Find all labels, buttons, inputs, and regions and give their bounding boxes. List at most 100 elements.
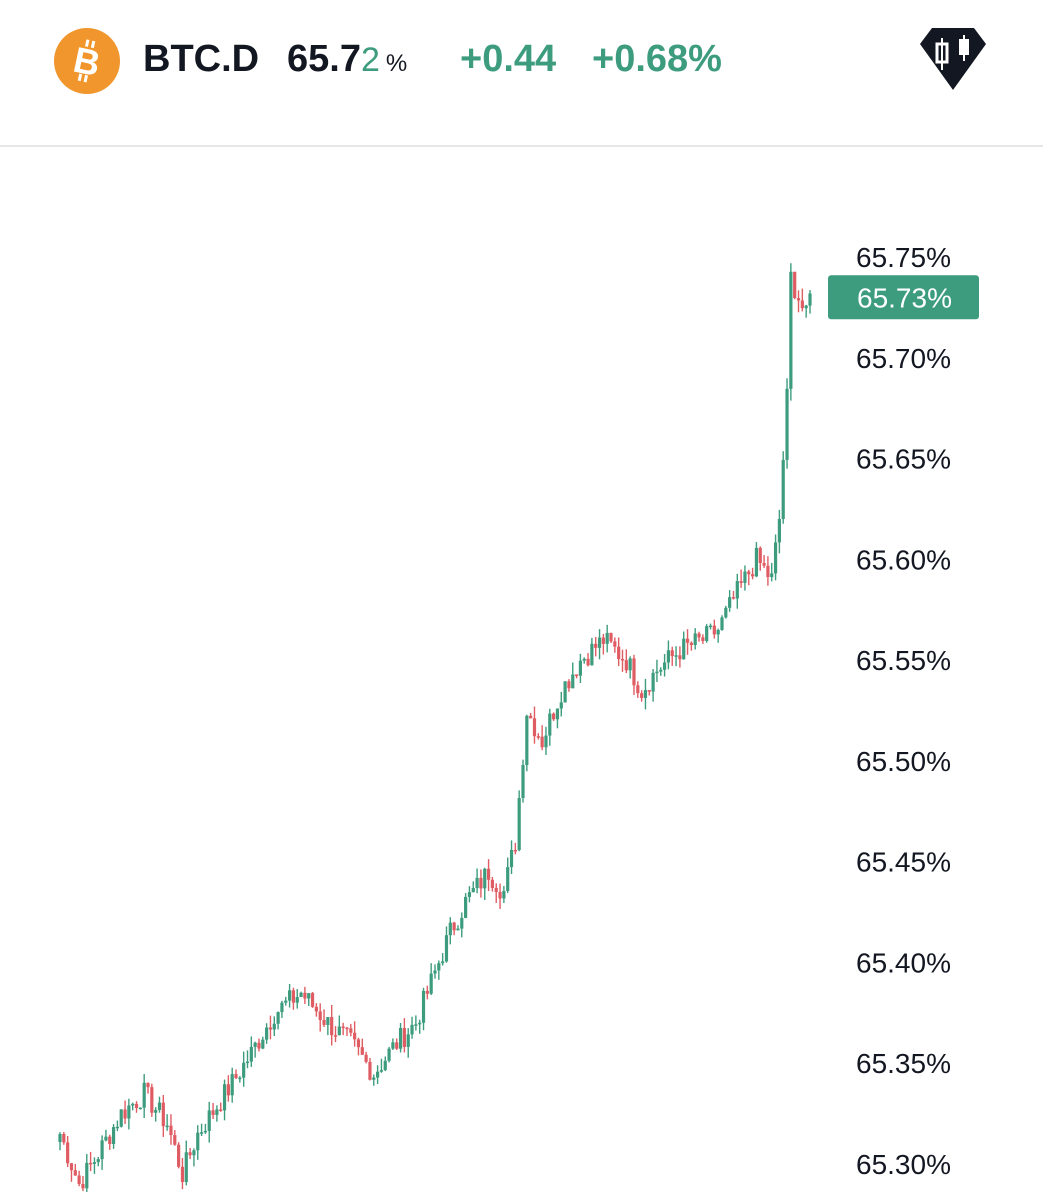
candlestick-diamond-icon[interactable] bbox=[918, 26, 988, 92]
y-tick-label: 65.55% bbox=[856, 645, 951, 676]
candle bbox=[582, 657, 586, 664]
candle-body bbox=[142, 1082, 146, 1108]
symbol-name[interactable]: BTC.D bbox=[143, 38, 260, 80]
candle bbox=[131, 1102, 135, 1111]
candle-body bbox=[766, 565, 770, 578]
candle bbox=[307, 993, 311, 1006]
candle-body bbox=[62, 1133, 66, 1143]
candle bbox=[418, 1019, 422, 1034]
candle-body bbox=[785, 388, 789, 460]
candle-body bbox=[613, 641, 617, 647]
candle bbox=[502, 885, 506, 904]
candle bbox=[793, 271, 797, 300]
candle-body bbox=[433, 970, 437, 974]
candle bbox=[242, 1051, 246, 1087]
candle bbox=[525, 714, 529, 772]
candle bbox=[199, 1123, 204, 1136]
candle-body bbox=[770, 573, 774, 578]
candle-body bbox=[456, 928, 460, 931]
candle bbox=[464, 893, 468, 919]
candle bbox=[154, 1107, 158, 1122]
candle bbox=[597, 629, 602, 660]
candle bbox=[89, 1151, 93, 1172]
candle bbox=[337, 1015, 341, 1036]
candle-body bbox=[222, 1084, 227, 1111]
candle bbox=[437, 960, 441, 980]
candle-body bbox=[586, 658, 590, 666]
candle-body bbox=[376, 1071, 380, 1078]
candle bbox=[590, 637, 594, 666]
candle-body bbox=[640, 693, 644, 698]
candle bbox=[161, 1094, 165, 1137]
candle bbox=[666, 640, 671, 670]
candle bbox=[490, 876, 494, 892]
candle bbox=[119, 1109, 123, 1128]
candle bbox=[548, 708, 552, 746]
candle-body bbox=[701, 637, 705, 641]
candle-body bbox=[180, 1166, 185, 1183]
candle-body bbox=[177, 1144, 181, 1167]
candle-body bbox=[146, 1082, 150, 1088]
candle bbox=[517, 790, 521, 852]
candle bbox=[678, 646, 682, 668]
candle-body bbox=[781, 459, 785, 519]
candle bbox=[111, 1124, 116, 1149]
candle-body bbox=[303, 992, 307, 999]
candle bbox=[444, 926, 449, 963]
candle-body bbox=[513, 850, 517, 852]
y-tick-label: 65.60% bbox=[856, 544, 951, 575]
candle-body bbox=[544, 735, 548, 748]
candle-body bbox=[253, 1042, 257, 1047]
candle bbox=[682, 631, 686, 660]
candle bbox=[372, 1074, 376, 1086]
candle bbox=[249, 1036, 253, 1067]
candle bbox=[326, 1016, 330, 1036]
candle-body bbox=[261, 1039, 265, 1049]
candle bbox=[720, 615, 724, 631]
candle bbox=[735, 573, 739, 609]
candle bbox=[66, 1135, 70, 1168]
candle-body bbox=[506, 867, 510, 892]
candle-body bbox=[341, 1026, 345, 1029]
candle-body bbox=[552, 713, 556, 720]
candle bbox=[674, 646, 678, 667]
candle-body bbox=[245, 1061, 250, 1064]
candle bbox=[410, 1016, 414, 1039]
candle bbox=[62, 1131, 66, 1145]
candle-body bbox=[368, 1061, 372, 1080]
price-chart[interactable]: 65.75% 65.70% 65.65% 65.60% 65.55% 65.50% 65.4… bbox=[0, 147, 1043, 1200]
candle-body bbox=[685, 638, 690, 643]
candle bbox=[184, 1140, 188, 1186]
candle bbox=[333, 1026, 338, 1043]
candle-body bbox=[441, 961, 445, 964]
candle-body bbox=[682, 638, 686, 660]
candle-body bbox=[199, 1132, 204, 1134]
candle-body bbox=[574, 674, 579, 677]
candle-body bbox=[119, 1109, 123, 1127]
candle bbox=[456, 925, 460, 931]
candle-body bbox=[777, 518, 781, 543]
candle bbox=[330, 1005, 334, 1046]
candle-body bbox=[498, 891, 502, 899]
candle bbox=[368, 1057, 372, 1081]
candle bbox=[441, 953, 445, 966]
candle-body bbox=[326, 1017, 330, 1025]
candle bbox=[127, 1098, 131, 1130]
candle bbox=[211, 1103, 215, 1119]
candle bbox=[594, 637, 598, 657]
candle-body bbox=[444, 935, 449, 962]
candle bbox=[310, 991, 315, 1008]
candle-body bbox=[789, 271, 793, 389]
candle bbox=[138, 1107, 142, 1110]
candle bbox=[728, 590, 732, 612]
candle-body bbox=[280, 1002, 284, 1013]
candle bbox=[708, 623, 713, 630]
candle bbox=[169, 1114, 173, 1145]
y-tick-label: 65.75% bbox=[856, 242, 951, 273]
candle bbox=[636, 681, 640, 698]
candle-body bbox=[96, 1159, 100, 1163]
candle bbox=[475, 868, 479, 894]
candle bbox=[142, 1074, 146, 1118]
candle bbox=[100, 1135, 104, 1170]
candle bbox=[544, 726, 548, 755]
